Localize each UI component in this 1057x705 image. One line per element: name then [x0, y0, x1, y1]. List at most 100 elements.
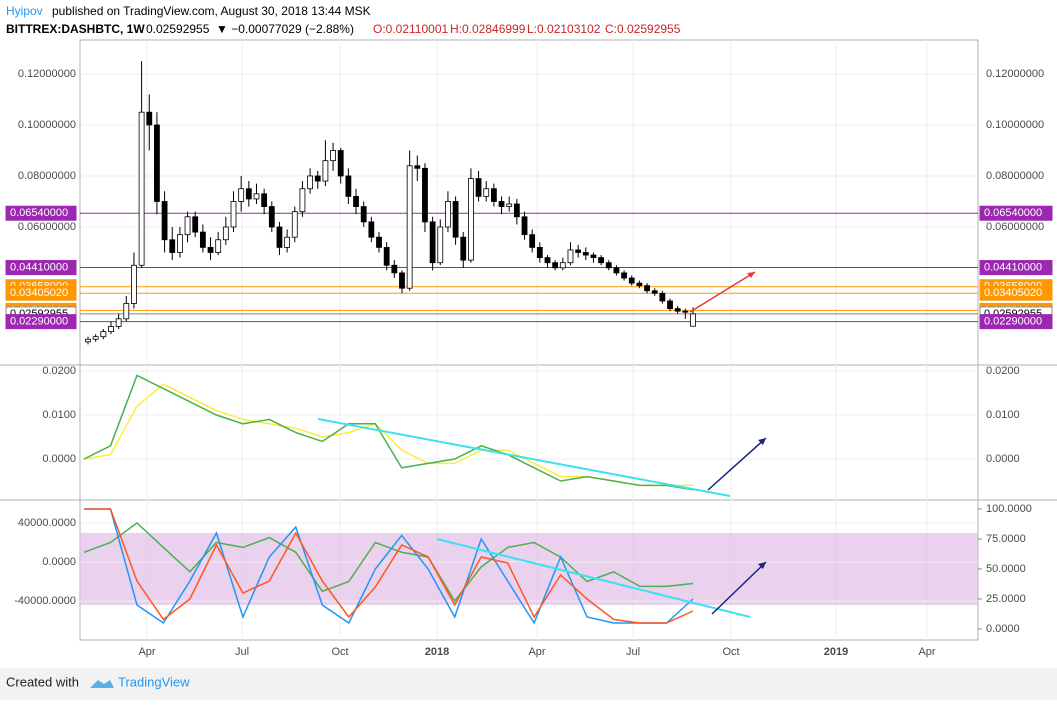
- candle-body: [651, 290, 658, 294]
- y-tick-label: 0.0100: [42, 409, 76, 421]
- candle-body: [268, 206, 275, 228]
- candle-body: [115, 318, 122, 327]
- y-tick-label: 40000.0000: [18, 517, 76, 529]
- candle-body: [429, 221, 436, 264]
- price-tag-label: 0.04410000: [10, 261, 68, 273]
- close: C:0.02592955: [605, 22, 681, 36]
- candle-body: [605, 262, 612, 269]
- y-tick-label: 0.0000: [42, 556, 76, 568]
- low: L:0.02103102: [527, 22, 601, 36]
- trendline: [436, 538, 751, 618]
- candle-body: [222, 226, 229, 241]
- change: ▼ −0.00077029 (−2.88%): [216, 22, 354, 36]
- candle-body: [284, 236, 291, 248]
- price-tag: [5, 314, 77, 330]
- candle-body: [490, 188, 497, 202]
- candle-body: [498, 201, 505, 207]
- candle-body: [337, 150, 344, 177]
- candle-body: [154, 124, 160, 202]
- candle-body: [590, 254, 597, 259]
- candle-body: [161, 201, 168, 241]
- x-tick-label: Oct: [722, 646, 739, 658]
- candle-body: [383, 246, 390, 266]
- price-tag: [5, 285, 77, 301]
- y-tick-label: 0.0000: [986, 453, 1020, 465]
- candle-body: [391, 264, 398, 274]
- candle-body: [291, 211, 298, 238]
- candle-body: [330, 150, 336, 162]
- high: H:0.02846999: [450, 22, 526, 36]
- marks: Apr Jul Oct 2018 Apr Jul Oct 2019 Apr 0.12000000 0…: [5, 40, 1053, 658]
- x-tick-label: Oct: [331, 646, 348, 658]
- price-tag-label: 0.04410000: [984, 261, 1042, 273]
- published: published on TradingView.com, August 30,…: [52, 4, 371, 18]
- price-tag-label: 0.06540000: [984, 207, 1042, 219]
- candle-body: [659, 292, 666, 302]
- x-tick-label: 2019: [824, 646, 848, 658]
- arrow: [711, 561, 767, 615]
- candle-body: [261, 193, 268, 207]
- candle-body: [276, 226, 283, 248]
- candle-body: [682, 310, 689, 313]
- candle-body: [146, 111, 153, 126]
- candle-body: [353, 195, 359, 207]
- candle-body: [422, 167, 428, 223]
- x-tick-label: 2018: [425, 646, 449, 658]
- candle-body: [123, 303, 130, 320]
- candle-body: [552, 262, 559, 269]
- y-tick-label: 0.08000000: [18, 170, 76, 182]
- candle-body: [529, 234, 536, 248]
- logo: [90, 680, 114, 688]
- y-tick-label: 0.0200: [986, 365, 1020, 377]
- candle-body: [299, 188, 306, 213]
- candle-body: [100, 331, 107, 338]
- y-tick-label: 0.12000000: [986, 68, 1044, 80]
- candle-body: [238, 188, 245, 202]
- footer-bar: [0, 668, 1057, 700]
- candle-body: [215, 239, 222, 253]
- candle-body: [207, 246, 214, 253]
- candle-body: [368, 221, 375, 238]
- candle-body: [628, 277, 635, 284]
- series-line: [83, 374, 694, 491]
- price-tag: [979, 205, 1053, 221]
- candle-body: [92, 336, 99, 340]
- candle-body: [521, 216, 528, 236]
- x-tick-label: Jul: [235, 646, 249, 658]
- y-tick-label: 0.0200: [42, 365, 76, 377]
- candle-body: [345, 175, 352, 197]
- candle-body: [131, 264, 137, 304]
- arrow: [689, 271, 756, 313]
- arrow-head: [758, 438, 766, 445]
- price: 0.02592955: [146, 22, 210, 36]
- candle-body: [245, 188, 252, 200]
- candle-body: [307, 175, 313, 190]
- y-tick-label: 0.08000000: [986, 170, 1044, 182]
- candle-body: [176, 234, 183, 253]
- candle-body: [475, 178, 482, 197]
- candle-body: [414, 165, 421, 169]
- candle-body: [460, 236, 467, 261]
- series-line: [84, 508, 694, 625]
- y2-tick-label: 25.0000: [986, 593, 1026, 605]
- candle-body: [360, 206, 367, 223]
- y2-tick-label: 50.0000: [986, 563, 1026, 575]
- candle-body: [613, 267, 620, 274]
- price-tag: [979, 314, 1053, 330]
- candle-body: [406, 165, 413, 289]
- y-tick-label: 0.0000: [42, 453, 76, 465]
- candle-body: [399, 272, 405, 289]
- candle-body: [621, 272, 627, 279]
- footer-brand[interactable]: TradingView: [118, 674, 190, 689]
- arrow: [707, 437, 767, 491]
- price-tag: [5, 260, 77, 276]
- candle-body: [322, 160, 329, 182]
- candle-body: [468, 178, 474, 261]
- candle-body: [674, 308, 681, 312]
- y-tick-label: -40000.0000: [14, 595, 76, 607]
- candle-body: [452, 201, 459, 238]
- series-line: [84, 508, 694, 624]
- candle-body: [199, 231, 206, 248]
- x-tick-label: Apr: [528, 646, 545, 658]
